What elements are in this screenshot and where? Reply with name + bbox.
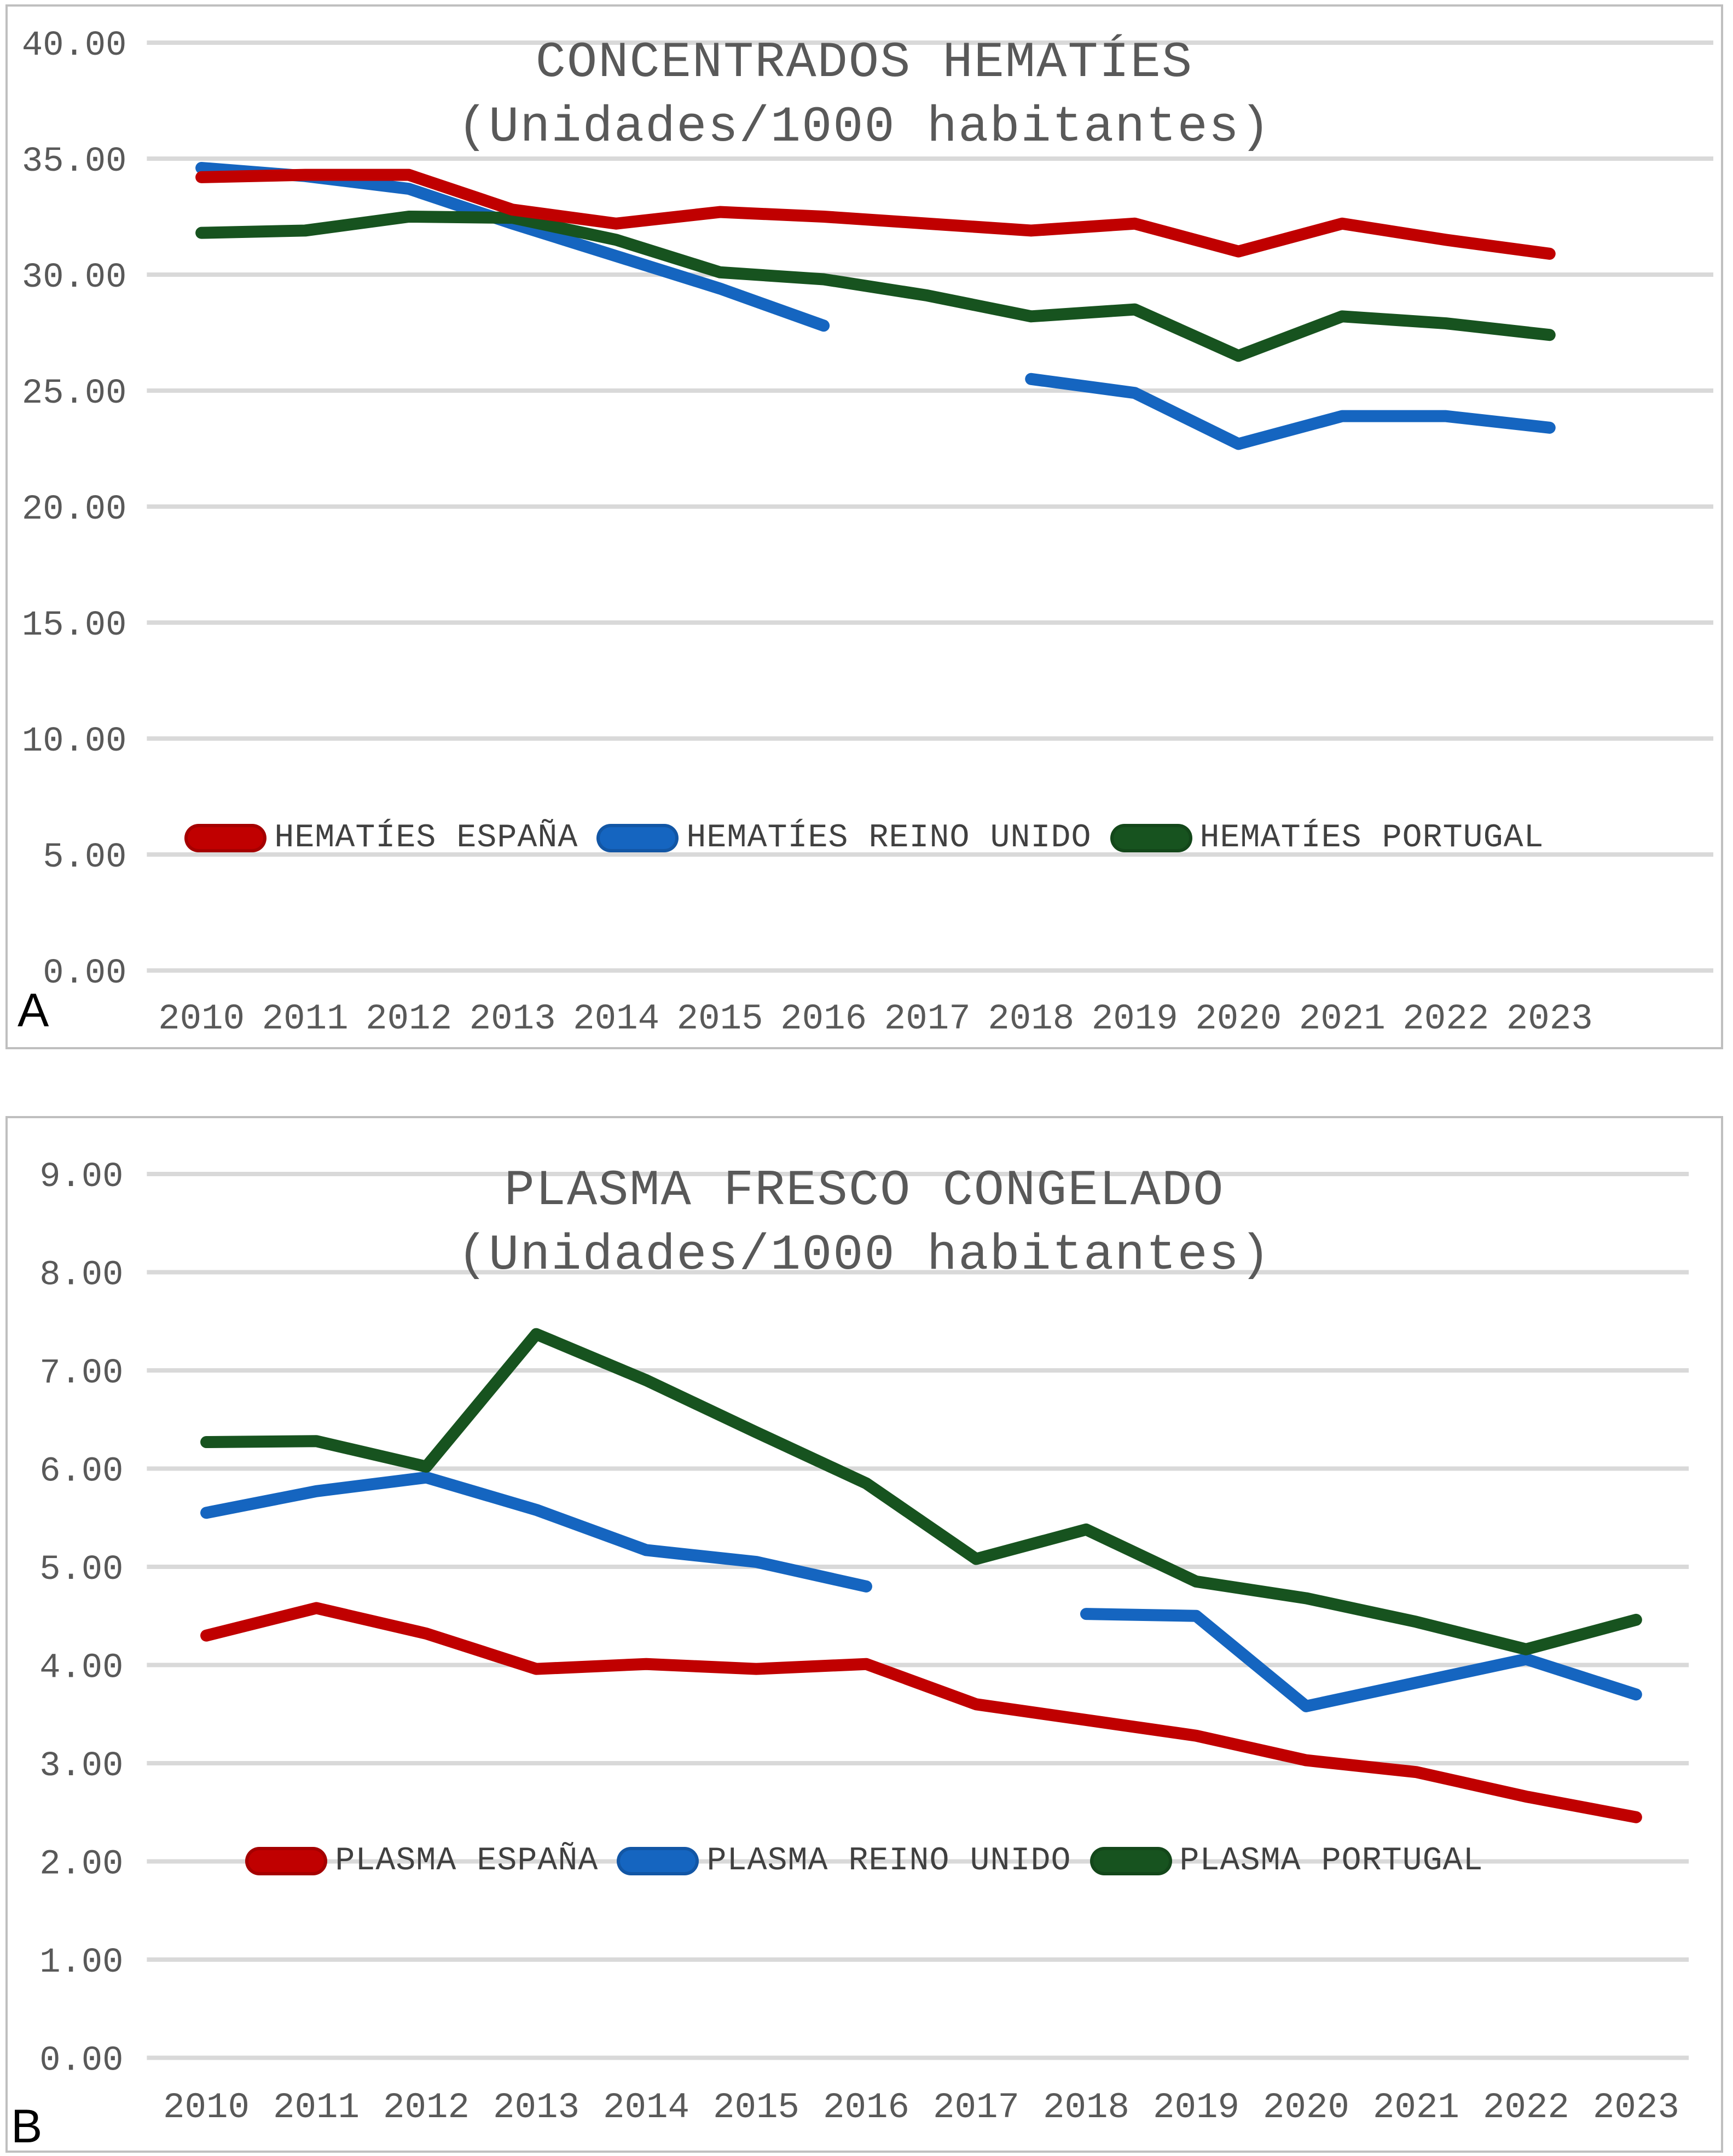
y-axis-tick-label: 30.00	[22, 258, 127, 298]
x-axis-tick-label: 2020	[1263, 2087, 1349, 2128]
x-axis-tick-label: 2020	[1195, 998, 1282, 1039]
series-line-hemat-es-reino-unido	[195, 161, 830, 332]
y-axis-tick-label: 20.00	[22, 490, 127, 530]
x-axis-tick-label: 2015	[677, 998, 763, 1039]
x-axis-tick-label: 2019	[1153, 2087, 1239, 2128]
y-axis-tick-label: 8.00	[39, 1256, 123, 1295]
x-axis-tick-label: 2018	[988, 998, 1074, 1039]
x-axis-tick-label: 2016	[780, 998, 867, 1039]
x-axis-tick-label: 2011	[273, 2087, 360, 2128]
series-line-plasma-reino-unido	[1080, 1608, 1642, 1712]
y-axis-tick-label: 6.00	[39, 1452, 123, 1491]
y-axis-tick-label: 9.00	[39, 1158, 123, 1197]
y-axis-tick-label: 1.00	[39, 1943, 123, 1983]
y-axis-tick-label: 0.00	[43, 954, 126, 993]
y-axis-tick-label: 25.00	[22, 374, 127, 414]
y-axis-tick-label: 35.00	[22, 142, 127, 182]
x-axis-tick-label: 2010	[158, 998, 245, 1039]
y-axis-tick-label: 2.00	[39, 1845, 123, 1884]
y-axis-tick-label: 4.00	[39, 1648, 123, 1688]
chart-a-plot: 40.00 35.00 30.00 25.00 20.00 15.00 10.00 5.00 0…	[22, 26, 1714, 1039]
y-axis-tick-label: 7.00	[39, 1354, 123, 1393]
x-axis-tick-label: 2015	[713, 2087, 799, 2128]
x-axis-tick-label: 2023	[1506, 998, 1593, 1039]
x-axis-tick-label: 2022	[1483, 2087, 1569, 2128]
series-line-plasma-portugal	[200, 1328, 1642, 1655]
x-axis-tick-label: 2014	[603, 2087, 689, 2128]
series-line-plasma-reino-unido	[200, 1471, 872, 1593]
panel-b-letter: B	[11, 2100, 43, 2153]
panel-a-letter: A	[18, 984, 49, 1037]
series-line-plasma-espa-a	[200, 1602, 1642, 1823]
x-axis-tick-label: 2014	[573, 998, 659, 1039]
y-axis-tick-label: 10.00	[22, 722, 127, 762]
series-line-hemat-es-espa-a	[195, 168, 1556, 260]
x-axis-tick-label: 2013	[470, 998, 556, 1039]
series-line-hemat-es-reino-unido	[1025, 373, 1556, 450]
chart-b-panel: 9.00 8.00 7.00 6.00 5.00 4.00 3.00 2.00 1.00 0.00…	[5, 1116, 1723, 2153]
x-axis-tick-label: 2022	[1402, 998, 1489, 1039]
x-axis-tick-label: 2017	[933, 2087, 1019, 2128]
chart-b-plot: 9.00 8.00 7.00 6.00 5.00 4.00 3.00 2.00 1.00 0.00…	[39, 1158, 1689, 2128]
y-axis-tick-label: 40.00	[22, 26, 127, 66]
chart-a-panel: 40.00 35.00 30.00 25.00 20.00 15.00 10.00 5.00 0…	[5, 4, 1723, 1049]
x-axis-tick-label: 2023	[1593, 2087, 1679, 2128]
x-axis-tick-label: 2021	[1373, 2087, 1459, 2128]
x-axis-tick-label: 2012	[383, 2087, 470, 2128]
y-axis-tick-label: 15.00	[22, 606, 127, 646]
x-axis-tick-label: 2017	[884, 998, 971, 1039]
x-axis-tick-label: 2011	[262, 998, 349, 1039]
y-axis-tick-label: 3.00	[39, 1747, 123, 1786]
x-axis-tick-label: 2016	[823, 2087, 909, 2128]
y-axis-tick-label: 5.00	[39, 1550, 123, 1590]
y-axis-tick-label: 0.00	[39, 2041, 123, 2081]
x-axis-tick-label: 2013	[493, 2087, 579, 2128]
x-axis-tick-label: 2012	[366, 998, 452, 1039]
y-axis-tick-label: 5.00	[43, 838, 126, 877]
series-line-hemat-es-portugal	[195, 211, 1556, 362]
x-axis-tick-label: 2021	[1299, 998, 1386, 1039]
x-axis-tick-label: 2010	[163, 2087, 250, 2128]
x-axis-tick-label: 2019	[1092, 998, 1178, 1039]
x-axis-tick-label: 2018	[1043, 2087, 1129, 2128]
